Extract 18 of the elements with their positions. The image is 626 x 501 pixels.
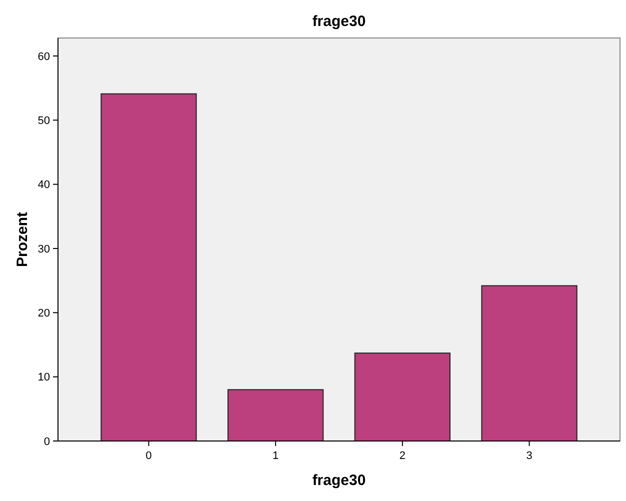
bar bbox=[100, 93, 197, 442]
x-tick-label: 3 bbox=[526, 450, 532, 462]
x-tick-label: 0 bbox=[146, 450, 152, 462]
bar bbox=[354, 352, 451, 442]
y-tick-label: 10 bbox=[38, 372, 50, 384]
y-axis-title: Prozent bbox=[14, 212, 31, 268]
y-tick-label: 30 bbox=[38, 243, 50, 256]
x-tick-label: 1 bbox=[272, 450, 279, 462]
bar bbox=[227, 389, 324, 442]
bar bbox=[481, 285, 578, 442]
x-axis-title: frage30 bbox=[312, 472, 366, 489]
y-tick-label: 0 bbox=[44, 436, 50, 448]
y-tick-label: 60 bbox=[38, 50, 50, 63]
x-tick-label: 2 bbox=[399, 450, 406, 462]
chart-title: frage30 bbox=[312, 13, 366, 30]
y-tick-label: 50 bbox=[38, 114, 50, 127]
y-tick-label: 40 bbox=[38, 179, 50, 192]
y-tick-label: 20 bbox=[38, 308, 50, 320]
